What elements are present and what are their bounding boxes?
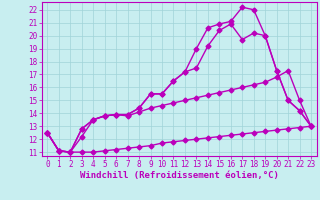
X-axis label: Windchill (Refroidissement éolien,°C): Windchill (Refroidissement éolien,°C) xyxy=(80,171,279,180)
